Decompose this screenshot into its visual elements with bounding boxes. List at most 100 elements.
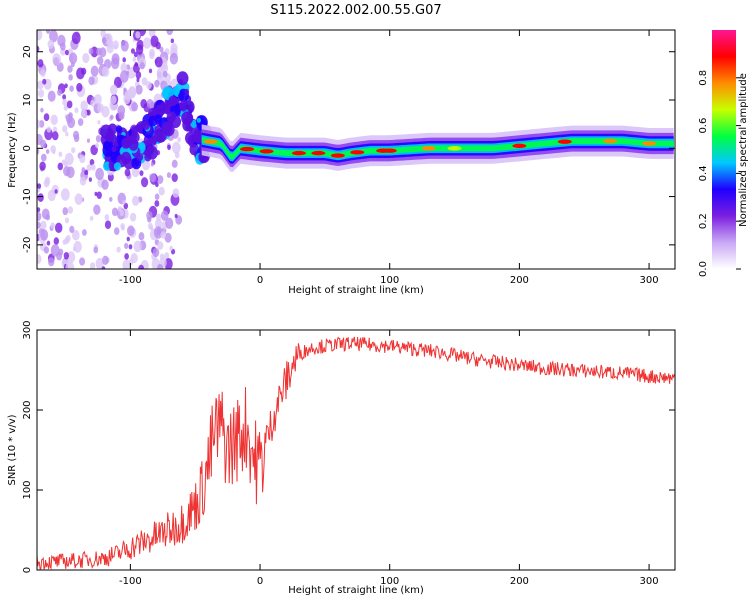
heatmap-speckle (58, 248, 64, 256)
heatmap-blob (187, 104, 194, 112)
heatmap-speckle (72, 229, 80, 241)
heatmap-speckle (54, 189, 58, 194)
heatmap-speckle (57, 162, 64, 171)
heatmap-speckle (95, 142, 99, 149)
heatmap-speckle (114, 45, 118, 50)
heatmap-speckle (37, 30, 43, 41)
y-tick-label: -10 (22, 188, 33, 204)
spectrogram-xlabel: Height of straight line (km) (288, 285, 424, 296)
heatmap-speckle (172, 188, 180, 198)
heatmap-speckle (157, 175, 164, 184)
heatmap-speckle (140, 177, 149, 188)
heatmap-speckle (174, 213, 178, 219)
heatmap-speckle (67, 65, 73, 73)
heatmap-speckle (90, 99, 96, 107)
heatmap-speckle (37, 207, 41, 213)
heatmap-speckle (128, 258, 134, 266)
heatmap-speckle (43, 246, 50, 254)
y-tick-label: 200 (22, 400, 33, 419)
heatmap-speckle (117, 105, 126, 116)
heatmap-speckle (47, 189, 56, 202)
heatmap-speckle (86, 138, 91, 143)
heatmap-speckle (104, 220, 112, 230)
heatmap-speckle (40, 153, 47, 162)
heatmap-blob (120, 151, 132, 165)
heatmap-speckle (120, 114, 124, 120)
heatmap-speckle (76, 82, 83, 92)
heatmap-speckle (149, 48, 155, 57)
colorbar-tick-label: 0.8 (698, 70, 709, 86)
heatmap-speckle (97, 56, 104, 66)
colorbar: 0.0 0.2 0.4 0.6 0.8 Normalized spectral ampl… (698, 30, 749, 277)
heatmap-speckle (88, 47, 94, 55)
heatmap-speckle (131, 195, 140, 206)
heatmap-speckle (158, 186, 165, 196)
snr-panel: -100 0 100 200 300 0 100 200 300 Height of strai… (7, 320, 676, 596)
heatmap-speckle (57, 88, 62, 96)
heatmap-speckle (132, 56, 137, 62)
heatmap-speckle (50, 145, 56, 154)
heatmap-blob (156, 133, 165, 144)
heatmap-speckle (101, 266, 106, 269)
heatmap-speckle (166, 80, 172, 87)
y-tick-label: 0 (22, 567, 33, 573)
heatmap-blob (154, 104, 165, 117)
heatmap-speckle (95, 167, 104, 181)
heatmap-speckle (122, 259, 131, 269)
heatmap-speckle (164, 252, 170, 260)
snr-ticks: -100 0 100 200 300 0 100 200 300 (22, 320, 675, 587)
y-tick-label: 100 (22, 480, 33, 499)
heatmap-speckle (122, 57, 127, 63)
heatmap-speckle (157, 241, 164, 250)
heatmap-speckle (64, 152, 74, 166)
heatmap-speckle (138, 232, 145, 241)
heatmap-speckle (76, 67, 85, 80)
heatmap-speckle (40, 69, 46, 77)
heatmap-speckle (62, 239, 67, 245)
heatmap-speckle (111, 207, 119, 217)
heatmap-speckle (90, 164, 96, 171)
heatmap-speckle (89, 159, 95, 166)
heatmap-speckle (124, 253, 129, 260)
heatmap-speckle (54, 222, 63, 234)
heatmap-speckle (135, 84, 143, 95)
heatmap-speckle (169, 245, 173, 251)
heatmap-speckle (52, 126, 58, 133)
heatmap-hotspot (259, 149, 274, 154)
heatmap-speckle (40, 107, 44, 113)
heatmap-speckle (82, 52, 90, 64)
x-tick-label: 300 (640, 576, 659, 587)
heatmap-speckle (171, 159, 178, 168)
heatmap-hotspot (557, 139, 572, 144)
heatmap-speckle (149, 173, 157, 183)
heatmap-speckle (94, 94, 102, 105)
heatmap-speckle (37, 119, 41, 129)
heatmap-speckle (52, 53, 61, 66)
heatmap-speckle (107, 173, 114, 182)
heatmap-speckle (93, 204, 101, 215)
heatmap-speckle (135, 44, 144, 55)
x-tick-label: 0 (257, 275, 263, 286)
snr-xlabel: Height of straight line (km) (288, 585, 424, 596)
heatmap-speckle (109, 114, 114, 120)
heatmap-speckle (74, 193, 83, 205)
heatmap-hotspot (350, 150, 365, 155)
heatmap-speckle (129, 212, 137, 222)
x-tick-label: 200 (510, 576, 529, 587)
colorbar-label: Normalized spectral amplitude (738, 73, 749, 227)
heatmap-speckle (46, 126, 52, 133)
spectrogram-ylabel: Frequency (Hz) (7, 112, 18, 188)
heatmap-speckle (40, 139, 47, 149)
heatmap-speckle (43, 113, 50, 122)
heatmap-speckle (49, 30, 58, 43)
heatmap-hotspot (203, 139, 218, 144)
heatmap-speckle (62, 94, 67, 100)
heatmap-speckle (154, 56, 163, 68)
heatmap-speckle (66, 100, 73, 109)
heatmap-speckle (97, 120, 101, 125)
heatmap-speckle (177, 136, 181, 143)
heatmap-speckle (120, 223, 125, 230)
heatmap-speckle (62, 207, 69, 216)
